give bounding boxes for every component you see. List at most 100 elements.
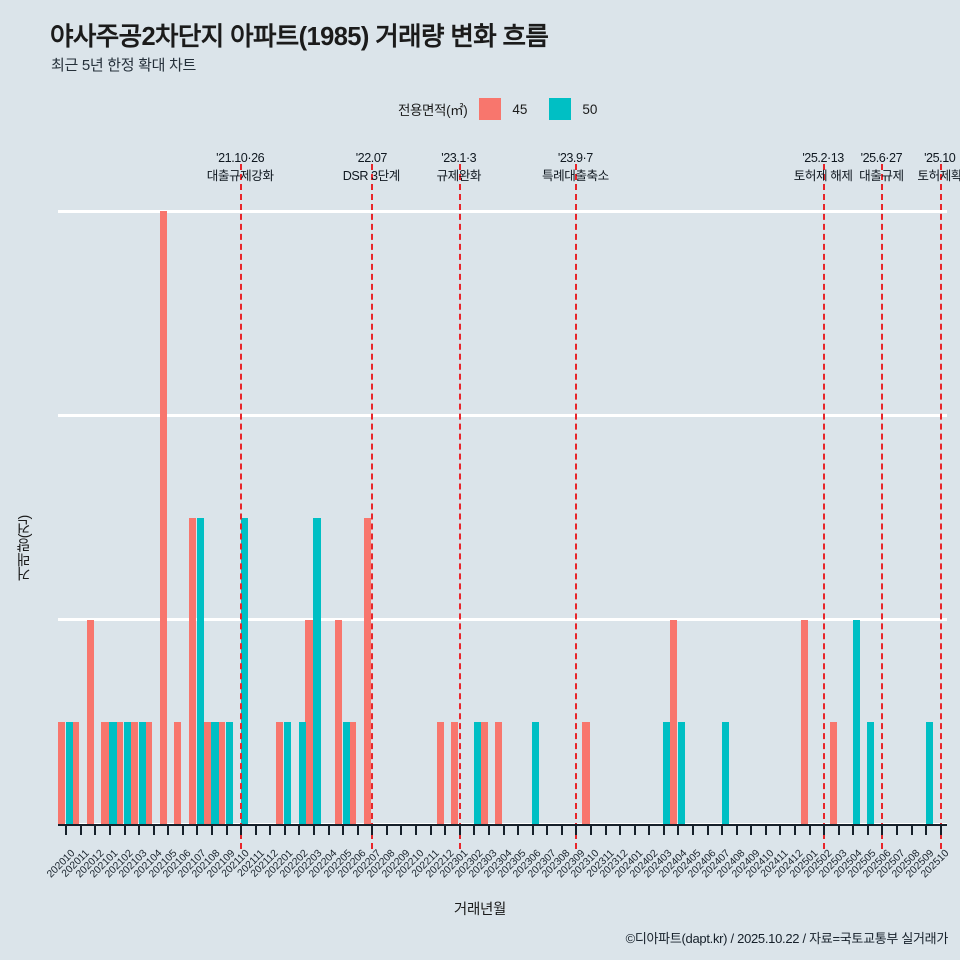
- x-tick: [633, 826, 636, 835]
- bar: [532, 721, 540, 824]
- event-annotation: '21.10·26 대출규제강화: [207, 149, 274, 186]
- x-tick: [881, 826, 884, 835]
- x-tick: [327, 826, 330, 835]
- gridline: [58, 618, 947, 622]
- bar: [852, 619, 860, 824]
- x-tick: [269, 826, 272, 835]
- x-tick: [196, 826, 199, 835]
- x-tick: [779, 826, 782, 835]
- x-tick: [648, 826, 651, 835]
- event-annotation: '23.1·3 규제완화: [436, 149, 481, 186]
- x-tick: [750, 826, 753, 835]
- bar: [217, 721, 226, 824]
- event-annotation: '22.07 DSR 3단계: [343, 149, 401, 186]
- bar: [334, 619, 342, 824]
- bar: [145, 721, 153, 824]
- legend: 전용면적(㎡) 45 50: [398, 98, 619, 120]
- x-tick: [152, 826, 155, 835]
- x-tick: [167, 826, 170, 835]
- bar: [211, 721, 219, 824]
- legend-swatch-45: [479, 98, 502, 120]
- bar: [721, 721, 729, 824]
- x-tick: [473, 826, 476, 835]
- event-label: 대출규제강화: [206, 169, 274, 183]
- y-axis-label: 거래량(건): [17, 515, 33, 581]
- bar: [313, 517, 321, 824]
- bar: [138, 721, 146, 824]
- gridline: [58, 413, 947, 417]
- page-subtitle: 최근 5년 한정 확대 차트: [51, 57, 197, 74]
- bar: [174, 721, 182, 824]
- x-tick: [662, 826, 665, 835]
- x-tick: [415, 826, 418, 835]
- x-tick: [910, 826, 913, 835]
- bar: [101, 721, 109, 824]
- x-tick: [385, 826, 388, 835]
- gridline: [58, 209, 947, 213]
- x-tick: [721, 826, 724, 835]
- bar: [276, 721, 284, 824]
- event-label: 토허제확: [917, 169, 960, 183]
- x-tick: [444, 826, 447, 835]
- legend-label-45: 45: [512, 101, 528, 117]
- x-tick: [254, 826, 257, 835]
- bar: [188, 517, 197, 824]
- event-label: 특례대출축소: [541, 169, 609, 183]
- bar: [225, 721, 234, 824]
- x-tick: [852, 826, 855, 835]
- event-annotation: '25.10 토허제확: [917, 149, 960, 186]
- x-tick: [94, 826, 97, 835]
- x-tick: [123, 826, 126, 835]
- bar: [663, 721, 671, 824]
- x-tick: [619, 826, 622, 835]
- bar: [57, 721, 65, 824]
- x-tick: [79, 826, 82, 835]
- x-tick: [677, 826, 680, 835]
- legend-swatch-50: [549, 98, 572, 120]
- x-tick: [793, 826, 796, 835]
- x-tick: [240, 826, 243, 835]
- bar: [582, 721, 590, 824]
- x-tick: [706, 826, 709, 835]
- x-tick: [866, 826, 869, 835]
- footer-credit: ©디아파트(dapt.kr) / 2025.10.22 / 자료=국토교통부 실…: [625, 931, 949, 946]
- event-marker-line: [575, 164, 578, 849]
- bar: [349, 721, 357, 824]
- event-date: '25.2·13: [802, 151, 844, 165]
- event-marker-line: [458, 164, 461, 849]
- bar: [72, 721, 80, 824]
- event-marker-line: [371, 164, 374, 849]
- x-tick: [298, 826, 301, 835]
- event-annotation: '23.9·7 특례대출축소: [542, 149, 609, 186]
- event-annotation: '25.6·27 대출규제: [859, 149, 904, 186]
- bar: [677, 721, 685, 824]
- x-tick: [808, 826, 811, 835]
- x-tick: [283, 826, 286, 835]
- x-tick: [502, 826, 505, 835]
- bar: [123, 721, 132, 824]
- bar: [115, 721, 124, 824]
- event-label: 토허제 해제: [793, 169, 853, 183]
- event-date: '21.10·26: [216, 151, 265, 165]
- x-tick: [138, 826, 141, 835]
- x-axis: 202010 202011 202012 202101 202102 202103 2021…: [45, 824, 951, 880]
- x-tick: [487, 826, 490, 835]
- event-date: '25.10: [924, 151, 956, 165]
- x-tick: [575, 826, 578, 835]
- bar: [473, 721, 481, 824]
- bar: [130, 721, 138, 824]
- x-tick: [823, 826, 826, 835]
- bar: [159, 211, 167, 824]
- bar: [240, 517, 248, 824]
- bar: [86, 619, 95, 824]
- x-tick: [429, 826, 432, 835]
- bar: [363, 517, 371, 824]
- event-label: 대출규제: [859, 169, 904, 183]
- bar: [800, 619, 809, 824]
- bar: [925, 721, 933, 824]
- bar: [830, 721, 838, 824]
- x-tick: [560, 826, 563, 835]
- bar: [298, 721, 307, 824]
